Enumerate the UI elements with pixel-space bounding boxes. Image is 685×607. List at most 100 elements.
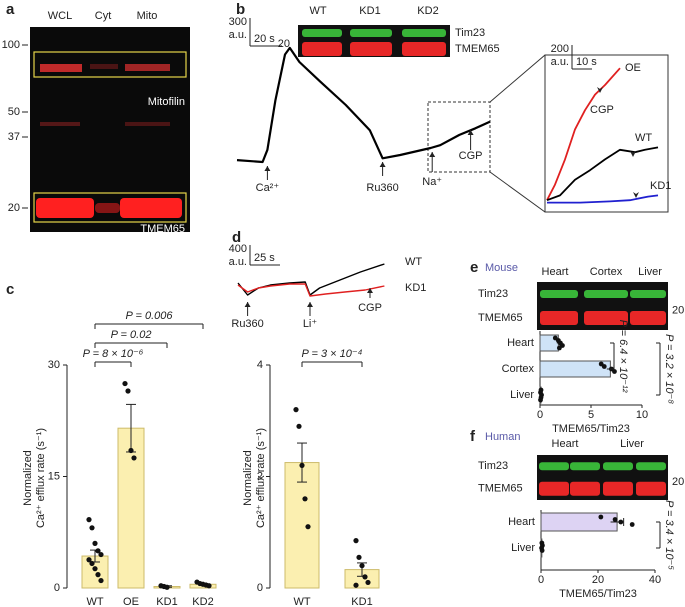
data-point: [293, 407, 299, 413]
data-point: [206, 583, 212, 589]
label: Ca²⁺ efflux rate (s⁻¹): [35, 428, 47, 528]
band: [603, 462, 633, 471]
band: [350, 29, 392, 37]
label: a.u.: [551, 56, 569, 68]
data-point: [92, 540, 98, 547]
label: Heart: [542, 266, 569, 278]
band: [570, 481, 600, 496]
label: WT: [293, 596, 310, 607]
label: Normalized: [22, 450, 34, 506]
label: WT: [309, 5, 326, 17]
label: P = 8 × 10⁻⁶: [83, 348, 144, 360]
data-point: [98, 577, 104, 584]
label: Tim23: [478, 288, 508, 300]
label: Mito: [137, 10, 158, 22]
data-point: [98, 551, 104, 558]
data-point: [612, 517, 618, 522]
label: Heart: [552, 438, 579, 450]
label: Liver: [620, 438, 644, 450]
band: [540, 290, 578, 298]
band: [40, 64, 82, 72]
label: Ca²⁺ efflux rate (s⁻¹): [255, 428, 267, 528]
band: [630, 311, 666, 325]
label: P = 3 × 10⁻⁴: [302, 348, 363, 360]
label: P = 3.4 × 10⁻⁵: [663, 500, 675, 570]
label: Ru360: [366, 182, 398, 194]
label: 2: [257, 470, 263, 482]
trace-line: [546, 146, 659, 202]
label: Cyt: [95, 10, 112, 22]
label: KD2: [417, 5, 438, 17]
label: 200: [551, 43, 569, 55]
label: 20: [592, 574, 604, 586]
label: 15: [48, 470, 60, 482]
data-point: [362, 574, 368, 580]
label: 10 s: [576, 56, 597, 68]
label: 4: [257, 359, 263, 371]
zoom-line: [489, 171, 546, 213]
band: [125, 64, 170, 71]
label: 37: [8, 131, 20, 143]
arrow-head: [467, 130, 474, 135]
inset-frame: [544, 54, 669, 213]
data-point: [556, 345, 562, 351]
data-point: [122, 380, 128, 387]
data-point: [95, 548, 101, 554]
bar: [540, 512, 618, 532]
data-point: [353, 538, 359, 544]
label: TMEM65: [478, 312, 523, 324]
data-point: [164, 584, 170, 590]
trace-line: [237, 263, 385, 296]
label: 10: [636, 409, 648, 421]
data-point: [356, 554, 362, 560]
label: KD1: [359, 5, 380, 17]
label: 0: [257, 582, 263, 594]
label: TMEM65: [478, 483, 523, 495]
label: 100: [2, 39, 20, 51]
label: Mitofilin: [148, 96, 185, 108]
arrow-head: [429, 152, 436, 157]
arrow-head: [264, 166, 271, 171]
data-point: [618, 519, 624, 525]
trace-line: [236, 46, 491, 164]
data-point: [131, 455, 137, 461]
data-point: [296, 423, 302, 429]
band: [125, 122, 170, 126]
label: Li⁺: [303, 318, 318, 330]
label: WT: [635, 132, 652, 144]
label: Cortex: [502, 363, 535, 375]
arrow-head: [379, 162, 386, 167]
label: 20: [672, 305, 684, 317]
band: [603, 481, 633, 496]
label: TMEM65/Tim23: [552, 423, 630, 435]
label: 0: [537, 409, 543, 421]
trace-line: [547, 194, 659, 204]
label: 400: [229, 243, 247, 255]
data-point: [86, 517, 92, 523]
label: 40: [649, 574, 661, 586]
label: Cortex: [590, 266, 623, 278]
data-point: [612, 369, 617, 374]
label: CGP: [459, 150, 483, 162]
band: [36, 198, 94, 218]
arrow-head: [367, 288, 373, 293]
label: a.u.: [229, 29, 247, 41]
label: OE: [625, 62, 641, 74]
data-point: [302, 496, 308, 502]
label: Ru360: [231, 318, 263, 330]
data-point: [125, 388, 131, 394]
label: Tim23: [478, 460, 508, 472]
label: P = 3.2 × 10⁻⁸: [663, 334, 675, 404]
band: [402, 29, 446, 37]
arrow-head: [307, 302, 313, 307]
label: TMEM65: [455, 43, 500, 55]
data-point: [601, 364, 607, 369]
blot: [30, 27, 190, 232]
band: [40, 122, 80, 126]
label: CGP: [358, 302, 382, 314]
label: OE: [123, 596, 139, 607]
label: Heart: [507, 337, 534, 349]
band: [540, 311, 578, 325]
band: [302, 42, 342, 56]
